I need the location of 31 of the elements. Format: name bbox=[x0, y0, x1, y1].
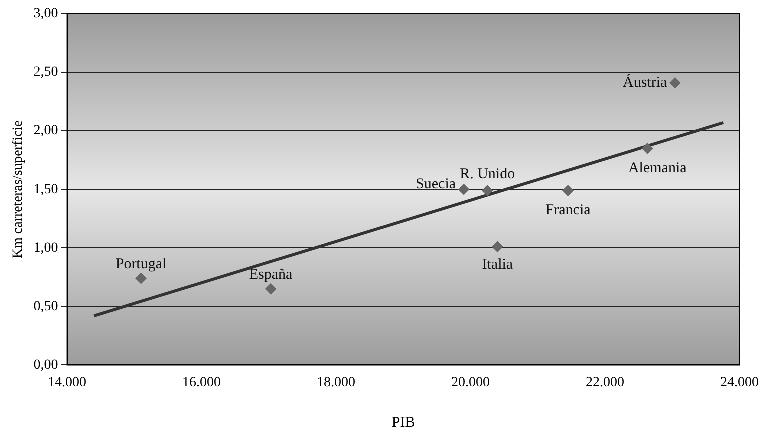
y-tick-label: 1,50 bbox=[34, 182, 58, 198]
y-tick-label: 2,00 bbox=[34, 124, 58, 139]
point bbox=[458, 184, 470, 196]
y-tick-label: 1,00 bbox=[34, 240, 58, 256]
y-tick-label: 0,50 bbox=[34, 299, 58, 314]
point bbox=[136, 273, 147, 284]
annotation: R. Unido bbox=[460, 166, 516, 183]
annotation: España bbox=[249, 267, 294, 284]
point bbox=[266, 284, 277, 295]
x-tick-label: 20.000 bbox=[452, 375, 490, 390]
point bbox=[482, 185, 494, 196]
y-axis-title: Km carreteras/superficie bbox=[11, 120, 26, 259]
point bbox=[642, 143, 654, 154]
point bbox=[670, 78, 681, 89]
point bbox=[562, 185, 574, 196]
x-axis-title: PIB bbox=[392, 414, 416, 431]
annotation: Áustria bbox=[623, 74, 668, 92]
annotation: Alemania bbox=[628, 160, 688, 177]
x-tick-label: 16.000 bbox=[182, 375, 222, 390]
y-tick-label: 0,00 bbox=[34, 358, 58, 373]
y-tick-label: 3,00 bbox=[34, 6, 58, 22]
point bbox=[492, 241, 504, 252]
annotation: Italia bbox=[482, 256, 514, 273]
x-tick-label: 14.000 bbox=[48, 375, 87, 390]
annotation: Suecia bbox=[416, 176, 456, 193]
x-tick-label: 22.000 bbox=[586, 375, 625, 390]
x-tick-label: 24.000 bbox=[720, 375, 759, 390]
annotation: Portugal bbox=[116, 256, 167, 273]
annotation: Francia bbox=[546, 202, 592, 219]
y-tick-label: 2,50 bbox=[34, 65, 58, 80]
x-tick-label: 18.000 bbox=[317, 375, 356, 390]
